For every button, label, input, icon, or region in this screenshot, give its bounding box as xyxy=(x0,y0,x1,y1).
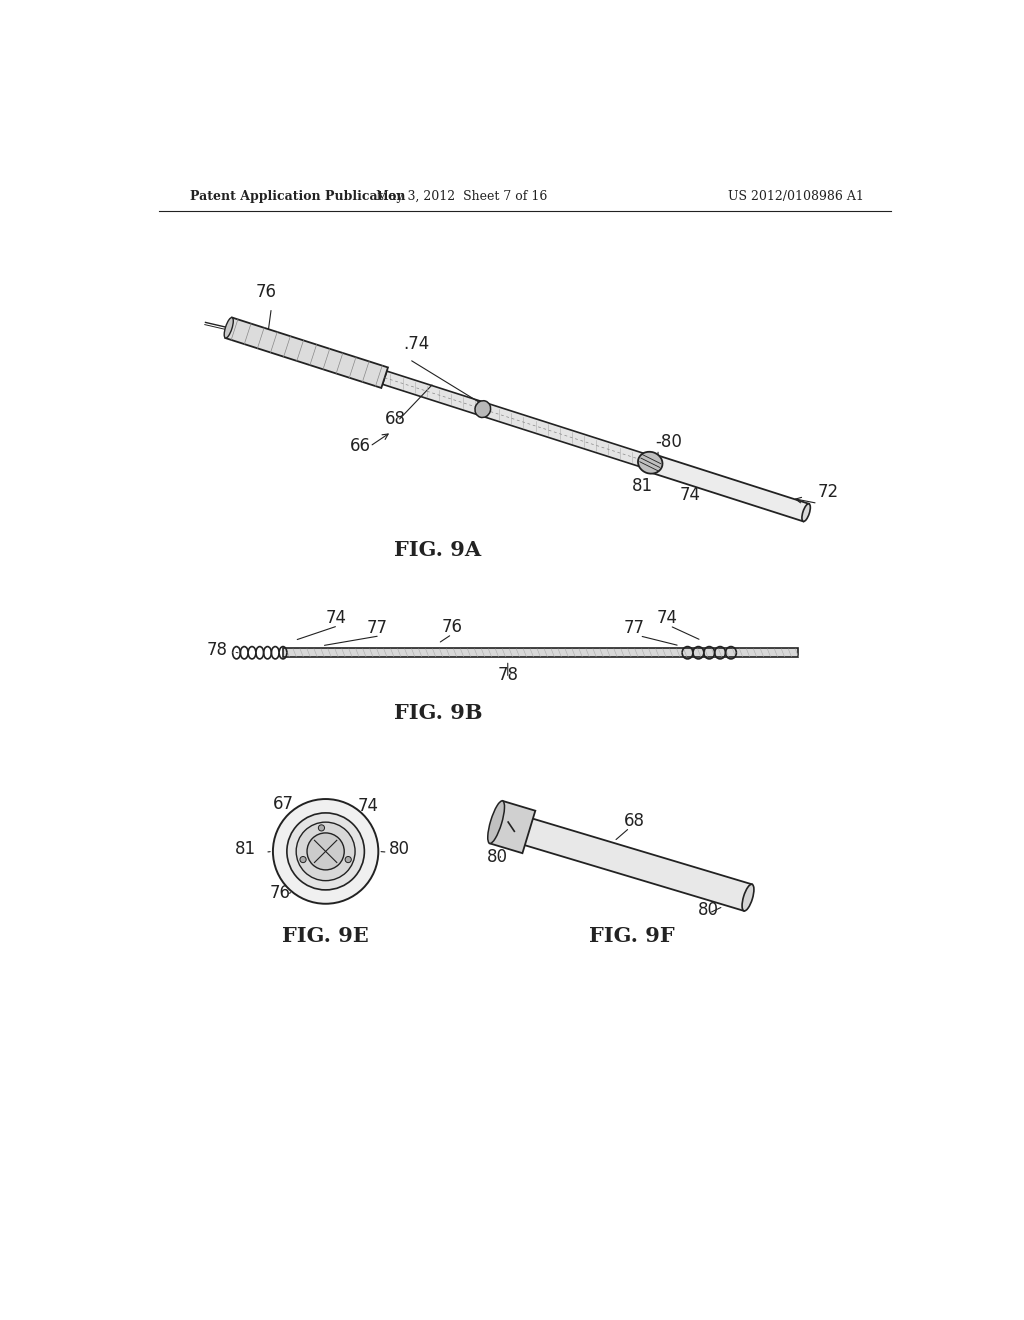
Circle shape xyxy=(296,822,355,880)
Polygon shape xyxy=(522,818,752,911)
Text: 67: 67 xyxy=(272,795,294,813)
Text: Patent Application Publication: Patent Application Publication xyxy=(190,190,406,203)
Text: FIG. 9A: FIG. 9A xyxy=(394,540,481,560)
Polygon shape xyxy=(647,454,809,521)
Text: FIG. 9E: FIG. 9E xyxy=(283,927,369,946)
Text: 78: 78 xyxy=(206,640,227,659)
Ellipse shape xyxy=(742,884,754,911)
Text: 68: 68 xyxy=(385,411,406,428)
Text: 80: 80 xyxy=(486,847,508,866)
Text: 74: 74 xyxy=(657,609,678,627)
Text: 66: 66 xyxy=(350,437,371,455)
Text: .74: .74 xyxy=(403,335,429,354)
Polygon shape xyxy=(489,801,536,853)
Text: 81: 81 xyxy=(234,840,256,858)
Text: 77: 77 xyxy=(367,619,388,638)
Text: 74: 74 xyxy=(357,797,379,816)
Circle shape xyxy=(307,833,344,870)
Circle shape xyxy=(318,825,325,832)
Ellipse shape xyxy=(638,451,663,474)
Text: 74: 74 xyxy=(679,486,700,503)
Circle shape xyxy=(300,857,306,863)
Text: 68: 68 xyxy=(624,812,644,830)
Text: 80: 80 xyxy=(697,900,719,919)
Polygon shape xyxy=(225,318,388,388)
Ellipse shape xyxy=(487,801,505,843)
Text: 76: 76 xyxy=(255,282,276,301)
Ellipse shape xyxy=(224,318,233,338)
Text: 76: 76 xyxy=(441,618,463,636)
Circle shape xyxy=(345,857,351,863)
Text: 72: 72 xyxy=(818,483,839,502)
Text: FIG. 9B: FIG. 9B xyxy=(394,702,482,723)
Text: 81: 81 xyxy=(632,478,653,495)
Text: FIG. 9F: FIG. 9F xyxy=(589,927,675,946)
Ellipse shape xyxy=(475,401,490,417)
Text: 74: 74 xyxy=(326,609,346,627)
FancyBboxPatch shape xyxy=(283,648,799,657)
Text: 76: 76 xyxy=(269,883,291,902)
Text: -80: -80 xyxy=(655,433,682,451)
Circle shape xyxy=(287,813,365,890)
Text: 77: 77 xyxy=(624,619,644,638)
Text: May 3, 2012  Sheet 7 of 16: May 3, 2012 Sheet 7 of 16 xyxy=(376,190,547,203)
Text: US 2012/0108986 A1: US 2012/0108986 A1 xyxy=(728,190,864,203)
Text: 68: 68 xyxy=(347,862,369,880)
Polygon shape xyxy=(383,371,652,470)
Text: 80: 80 xyxy=(389,840,411,858)
Circle shape xyxy=(273,799,378,904)
Ellipse shape xyxy=(802,504,810,521)
Text: 78: 78 xyxy=(498,667,518,685)
